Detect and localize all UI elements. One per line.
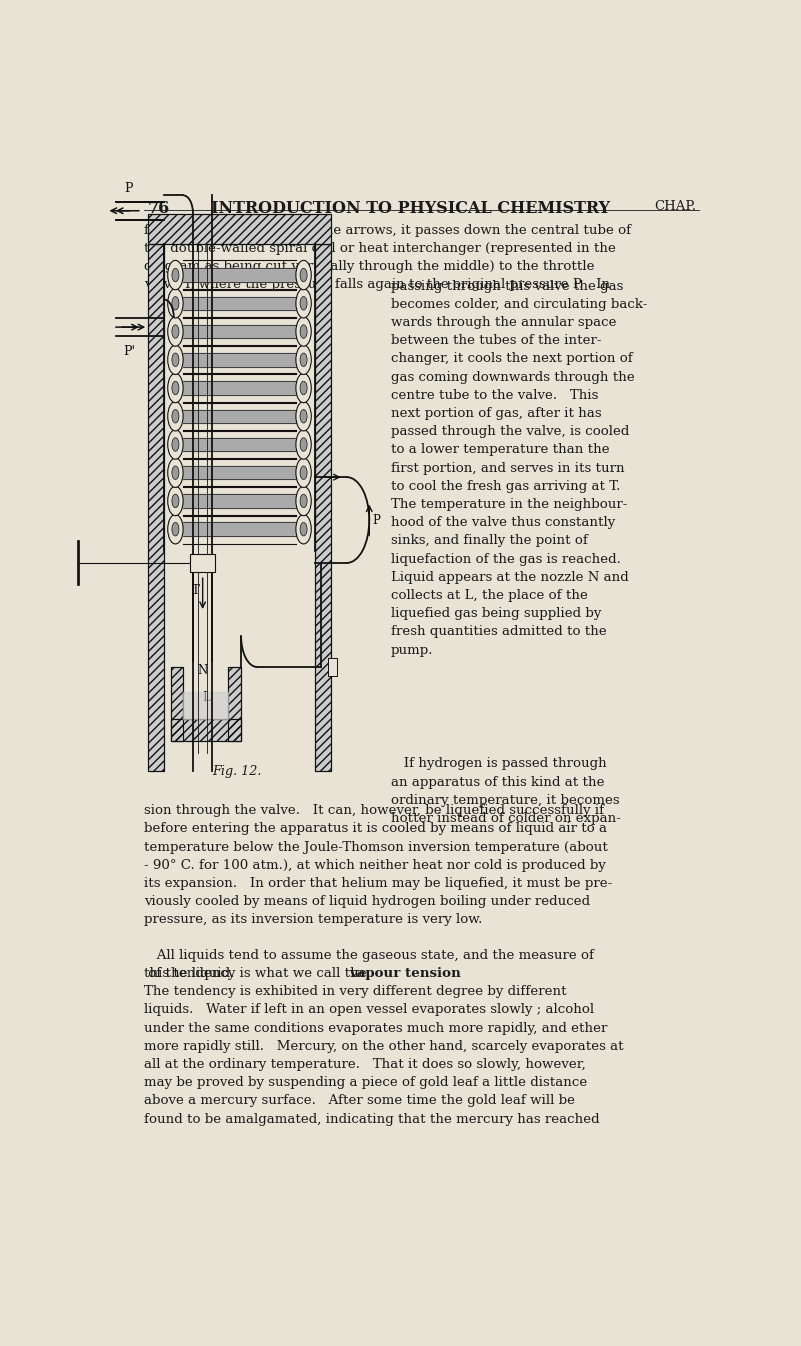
Text: INTRODUCTION TO PHYSICAL CHEMISTRY: INTRODUCTION TO PHYSICAL CHEMISTRY — [211, 199, 610, 217]
Circle shape — [167, 288, 183, 318]
Text: passing through this valve the gas
becomes colder, and circulating back-
wards t: passing through this valve the gas becom… — [391, 280, 647, 657]
Text: sion through the valve.   It can, however, be liquefied successfully if
before e: sion through the valve. It can, however,… — [143, 804, 612, 926]
Bar — [315, 245, 331, 771]
Circle shape — [172, 353, 179, 366]
Circle shape — [172, 437, 179, 451]
Circle shape — [300, 494, 307, 507]
Circle shape — [167, 373, 183, 402]
Circle shape — [167, 458, 183, 487]
Circle shape — [167, 316, 183, 346]
Text: vapour tension: vapour tension — [350, 966, 461, 980]
Circle shape — [167, 429, 183, 459]
Text: P: P — [125, 183, 133, 195]
Bar — [228, 668, 241, 740]
Text: If hydrogen is passed through
an apparatus of this kind at the
ordinary temperat: If hydrogen is passed through an apparat… — [391, 758, 621, 825]
Circle shape — [172, 268, 179, 281]
Text: N: N — [198, 664, 207, 677]
Text: All liquids tend to assume the gaseous state, and the measure of: All liquids tend to assume the gaseous s… — [143, 949, 594, 962]
Bar — [171, 719, 241, 740]
Circle shape — [300, 353, 307, 366]
Circle shape — [300, 324, 307, 338]
Circle shape — [296, 429, 312, 459]
Circle shape — [167, 260, 183, 289]
Bar — [148, 214, 331, 245]
Circle shape — [172, 409, 179, 423]
Circle shape — [296, 316, 312, 346]
Bar — [228, 668, 241, 740]
Circle shape — [296, 345, 312, 374]
Text: this tendency is what we call the: this tendency is what we call the — [143, 966, 370, 980]
Text: of the liquid.
The tendency is exhibited in very different degree by different
l: of the liquid. The tendency is exhibited… — [143, 966, 623, 1125]
Circle shape — [296, 486, 312, 516]
Circle shape — [167, 345, 183, 374]
Text: Fig. 12.: Fig. 12. — [212, 765, 261, 778]
Circle shape — [296, 373, 312, 402]
Text: L: L — [202, 690, 210, 704]
Circle shape — [300, 466, 307, 479]
Circle shape — [296, 260, 312, 289]
Circle shape — [296, 514, 312, 544]
Bar — [148, 214, 331, 245]
Text: 76: 76 — [148, 199, 170, 217]
Text: P: P — [372, 514, 380, 526]
Circle shape — [172, 324, 179, 338]
Circle shape — [167, 514, 183, 544]
Circle shape — [296, 458, 312, 487]
Bar — [315, 245, 331, 771]
Circle shape — [167, 486, 183, 516]
Circle shape — [172, 466, 179, 479]
Circle shape — [300, 409, 307, 423]
Text: T: T — [192, 584, 200, 598]
Bar — [328, 658, 337, 676]
Circle shape — [172, 381, 179, 394]
Text: CHAP.: CHAP. — [654, 199, 696, 213]
Circle shape — [300, 296, 307, 310]
Bar — [171, 668, 183, 740]
Circle shape — [172, 522, 179, 536]
Text: P': P' — [123, 346, 135, 358]
Text: following the direction of the arrows, it passes down the central tube of
the do: following the direction of the arrows, i… — [143, 223, 630, 291]
Circle shape — [300, 381, 307, 394]
Bar — [171, 668, 183, 740]
Bar — [148, 245, 164, 771]
Circle shape — [167, 401, 183, 431]
Circle shape — [172, 296, 179, 310]
Circle shape — [296, 401, 312, 431]
Bar — [171, 719, 241, 740]
Circle shape — [300, 268, 307, 281]
Circle shape — [172, 494, 179, 507]
Bar — [190, 553, 215, 572]
Bar — [148, 245, 164, 771]
Circle shape — [296, 288, 312, 318]
Circle shape — [300, 437, 307, 451]
Circle shape — [300, 522, 307, 536]
